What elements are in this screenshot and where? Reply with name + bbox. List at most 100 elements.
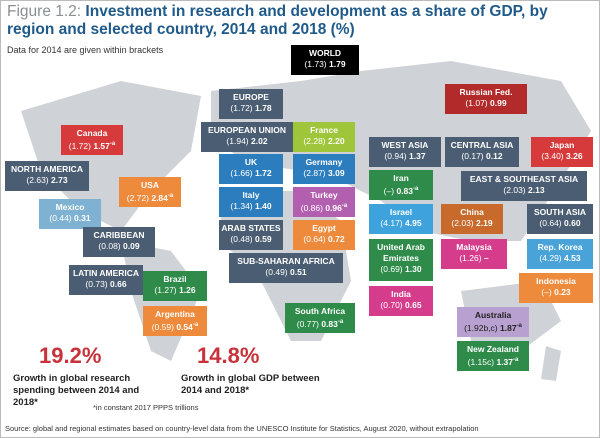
value-2014: (2.28): [303, 136, 326, 146]
value-2018: 1.72: [255, 168, 272, 178]
region-name: South Africa: [294, 306, 346, 316]
region-box: Russian Fed. (1.07) 0.99: [445, 84, 527, 114]
region-name: Brazil: [163, 274, 187, 284]
value-2018: 2.19: [476, 218, 493, 228]
value-2014: (1.94): [226, 136, 249, 146]
region-name: United Arab Emirates: [377, 242, 425, 263]
value-2018: 0.59: [255, 234, 272, 244]
value-2018: 0.23: [554, 287, 571, 297]
region-name: EAST & SOUTHEAST ASIA: [469, 174, 579, 184]
value-2018: 0.09: [123, 241, 140, 251]
region-name: Argentina: [155, 309, 195, 319]
value-2018: 2.20: [328, 136, 345, 146]
region-name: China: [460, 207, 484, 217]
value-2014: (1.15c): [467, 356, 495, 367]
value-2018: 4.53: [564, 253, 581, 263]
region-name: Rep. Korea: [537, 242, 583, 252]
value-2018: 1.26: [179, 285, 196, 295]
value-note: -a: [341, 203, 348, 209]
region-name: Mexico: [55, 202, 85, 212]
value-2018: 1.78: [255, 103, 272, 113]
region-box: EUROPE (1.72) 1.78: [219, 89, 283, 119]
value-2014: (4.29): [539, 253, 562, 263]
value-2018: 1.37: [496, 356, 514, 367]
value-2014: (0.49): [265, 267, 288, 277]
value-2014: (0.94): [384, 151, 407, 161]
value-2018: 0.51: [290, 267, 307, 277]
region-name: France: [310, 125, 338, 135]
region-box: Iran (–) 0.83-a: [369, 170, 433, 200]
value-2014: (1.72): [230, 103, 253, 113]
highlight-value: 14.8%: [197, 343, 260, 368]
highlight-caption: Growth in global GDP between 2014 and 20…: [181, 373, 320, 396]
region-box: SOUTH ASIA (0.64) 0.60: [527, 204, 593, 234]
value-2014: (–): [383, 185, 395, 196]
value-2014: (2.03): [451, 218, 474, 228]
value-2014: (1.07): [465, 98, 488, 108]
value-2014: (2.63): [26, 175, 49, 185]
value-2018: 1.79: [329, 59, 346, 69]
value-note: -a: [513, 357, 519, 363]
region-name: India: [391, 289, 411, 299]
region-box: NORTH AMERICA (2.63) 2.73: [5, 161, 89, 191]
region-box: LATIN AMERICA (0.73) 0.66: [69, 265, 143, 295]
value-note: -a: [412, 186, 419, 192]
region-box: EUROPEAN UNION (1.94) 2.02: [201, 122, 293, 152]
region-box: EAST & SOUTHEAST ASIA (2.03) 2.13: [461, 171, 587, 201]
title: Figure 1.2: Investment in research and d…: [7, 3, 587, 39]
value-2018: 0.66: [110, 279, 127, 289]
region-box: New Zealand (1.15c) 1.37-a: [457, 341, 529, 371]
region-name: CENTRAL ASIA: [450, 140, 514, 150]
region-box: South Africa (0.77) 0.83-a: [285, 303, 355, 333]
region-name: CARIBBEAN: [93, 230, 145, 240]
region-name: Israel: [389, 207, 413, 217]
value-2018: 2.02: [251, 136, 268, 146]
value-note: -a: [109, 141, 116, 147]
highlight-caption: Growth in global research spending betwe…: [13, 373, 140, 408]
value-2014: (–): [541, 287, 552, 297]
value-2014: (1.27): [154, 285, 177, 295]
region-name: Italy: [242, 190, 260, 200]
region-box: Malaysia (1.26) –: [441, 239, 507, 269]
figure-label: Figure 1.2:: [7, 3, 82, 20]
region-name: Indonesia: [536, 276, 576, 286]
value-2014: (3.40): [541, 151, 564, 161]
region-box: Turkey (0.86) 0.96-a: [293, 187, 355, 217]
value-2014: (2.72): [126, 192, 149, 203]
region-name: ARAB STATES: [221, 223, 281, 233]
footnote: *in constant 2017 PPPS trillions: [93, 403, 199, 412]
value-2018: 0.65: [405, 300, 422, 310]
value-2014: (1.73): [304, 59, 327, 69]
value-2014: (4.17): [380, 218, 403, 228]
region-box: ARAB STATES (0.48) 0.59: [219, 220, 283, 250]
region-box: Argentina (0.59) 0.54-a: [143, 306, 207, 336]
region-box: Brazil (1.27) 1.26: [143, 271, 207, 301]
value-2018: 2.84: [151, 192, 168, 203]
region-name: Iran: [393, 173, 409, 183]
value-2014: (0.44): [49, 213, 72, 223]
region-box: Germany (2.87) 3.09: [293, 154, 355, 184]
region-name: Turkey: [310, 190, 338, 200]
value-2018: 0.99: [490, 98, 507, 108]
region-name: EUROPEAN UNION: [208, 125, 286, 135]
value-2018: 1.87: [500, 322, 517, 333]
subtitle: Data for 2014 are given within brackets: [7, 45, 164, 55]
region-name: Germany: [305, 157, 343, 167]
region-box: Indonesia (–) 0.23: [519, 273, 593, 303]
region-box: India (0.70) 0.65: [369, 286, 433, 316]
region-name: Australia: [474, 310, 512, 320]
value-2018: 0.83: [321, 318, 338, 329]
value-2014: (0.64): [303, 234, 326, 244]
value-2018: 3.09: [328, 168, 345, 178]
value-2018: 2.13: [528, 185, 545, 195]
region-box: Israel (4.17) 4.95: [369, 204, 433, 234]
region-box: UK (1.66) 1.72: [219, 154, 283, 184]
highlight-value: 19.2%: [39, 343, 102, 368]
region-box: France (2.28) 2.20: [293, 122, 355, 152]
region-name: USA: [141, 180, 159, 190]
value-2018: 1.37: [409, 151, 426, 161]
value-2014: (1.34): [230, 201, 253, 211]
region-name: SOUTH ASIA: [533, 207, 587, 217]
region-box: Egypt (0.64) 0.72: [293, 220, 355, 250]
value-2014: (0.69): [380, 264, 403, 274]
